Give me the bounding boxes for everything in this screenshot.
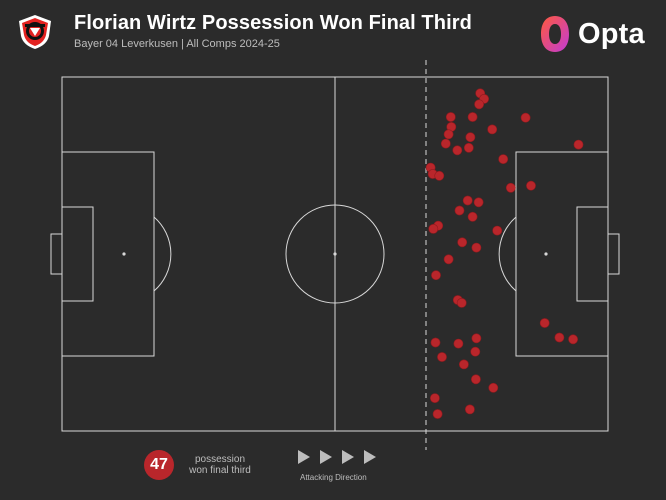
count-label: possession won final third: [180, 454, 260, 476]
possession-won-point: [434, 170, 445, 181]
possession-won-point: [458, 359, 469, 370]
possession-won-point: [463, 142, 474, 153]
possession-won-point: [498, 154, 509, 164]
play-arrow-icon: [320, 450, 332, 464]
possession-won-point: [573, 139, 584, 150]
possession-won-point: [457, 237, 468, 248]
header: Florian Wirtz Possession Won Final Third…: [0, 0, 666, 60]
possession-won-point: [437, 352, 447, 362]
opta-wordmark: Opta: [578, 18, 645, 50]
possession-won-point: [492, 225, 503, 236]
possession-won-point: [471, 333, 482, 344]
possession-won-point: [456, 297, 467, 308]
centre-circle: [285, 204, 385, 304]
possession-won-point: [431, 270, 441, 281]
left-penalty-area: [61, 151, 155, 357]
right-goal: [607, 233, 620, 275]
possession-won-point: [453, 338, 464, 349]
possession-won-point: [462, 195, 473, 206]
left-penalty-spot: [122, 252, 126, 256]
left-six-yard-box: [61, 206, 94, 302]
possession-won-point: [487, 124, 498, 135]
possession-won-point: [440, 138, 451, 149]
possession-won-point: [445, 112, 456, 122]
left-goal: [50, 233, 63, 275]
left-penalty-arc: [153, 216, 172, 292]
possession-won-point: [443, 254, 454, 265]
opta-logo: Opta: [538, 14, 648, 54]
possession-won-point: [554, 332, 565, 343]
possession-won-point: [467, 112, 478, 122]
right-penalty-arc: [498, 216, 517, 292]
attacking-direction-arrows: [298, 450, 376, 464]
possession-won-point: [443, 129, 454, 140]
count-label-line1: possession: [194, 454, 246, 465]
possession-won-point: [429, 393, 440, 403]
right-six-yard-box: [576, 206, 609, 302]
possession-won-point: [539, 318, 550, 328]
possession-won-point: [470, 374, 481, 385]
page-subtitle: Bayer 04 Leverkusen | All Comps 2024-25: [74, 38, 280, 50]
centre-spot: [333, 252, 337, 256]
right-penalty-spot: [544, 252, 548, 256]
count-badge: 47: [144, 450, 174, 480]
page-title: Florian Wirtz Possession Won Final Third: [74, 12, 472, 34]
opta-logo-icon: [541, 16, 569, 52]
possession-won-point: [432, 409, 443, 419]
possession-won-point: [474, 99, 484, 110]
attacking-direction-label: Attacking Direction: [300, 473, 367, 482]
possession-won-point: [526, 180, 536, 191]
possession-won-point: [488, 382, 499, 393]
possession-won-point: [454, 205, 465, 216]
count-label-line2: won final third: [189, 465, 251, 476]
possession-won-markers: [425, 88, 584, 419]
possession-won-point: [430, 337, 441, 348]
possession-won-point: [520, 112, 531, 123]
possession-won-point: [473, 197, 484, 208]
possession-won-point: [452, 145, 463, 156]
possession-won-point: [467, 211, 478, 222]
possession-won-point: [428, 223, 439, 234]
play-arrow-icon: [298, 450, 310, 464]
possession-won-point: [465, 132, 476, 143]
possession-won-point: [464, 404, 475, 415]
play-arrow-icon: [342, 450, 354, 464]
leverkusen-crest-icon: [19, 15, 51, 49]
possession-won-point: [505, 182, 516, 193]
possession-won-point: [470, 346, 481, 357]
possession-won-point: [471, 242, 482, 253]
football-pitch: [50, 60, 620, 450]
play-arrow-icon: [364, 450, 376, 464]
possession-won-point: [568, 334, 578, 345]
